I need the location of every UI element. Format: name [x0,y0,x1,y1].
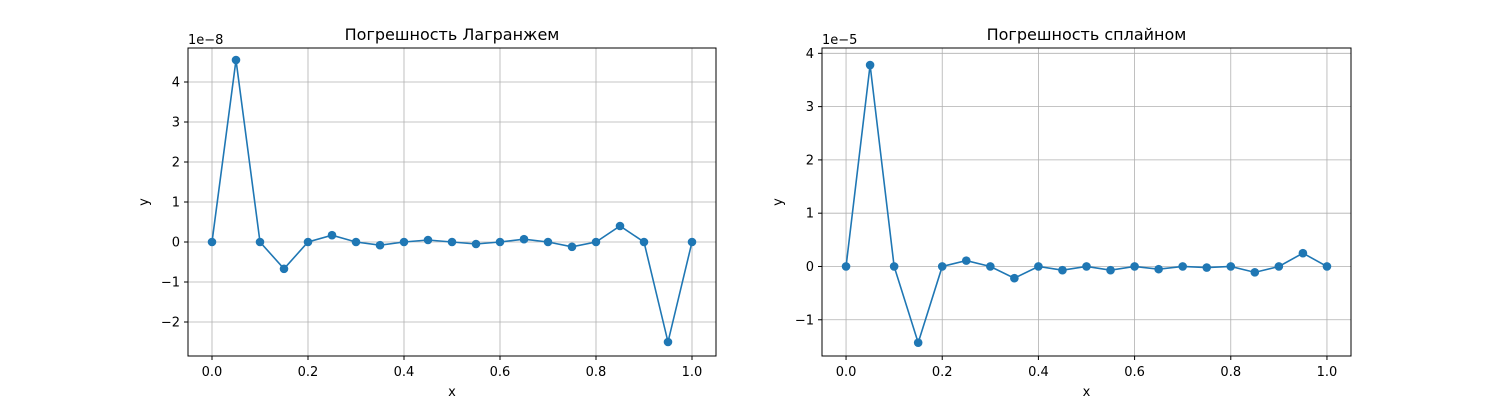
chart-title: Погрешность Лагранжем [345,25,560,44]
x-tick-label: 0.6 [490,365,511,380]
data-point [1178,262,1187,271]
data-point [1082,262,1091,271]
x-tick-label: 0.8 [586,365,607,380]
y-tick-label: −2 [161,316,180,331]
x-tick-label: 0.2 [298,365,319,380]
data-point [399,237,409,247]
data-point [615,221,625,231]
y-offset-label: 1e−8 [188,33,223,48]
y-tick-label: −1 [161,276,180,291]
data-point [255,237,265,247]
data-point [351,237,361,247]
chart-1: 0.0 0.2 0.4 0.6 0.8 1.0 −2 −1 0 1 2 3 4 Погрешность Л… [137,25,717,400]
data-point [663,337,673,347]
data-point [423,235,433,245]
data-point [1322,262,1332,271]
y-tick-label: 3 [806,100,814,115]
x-tick-label: 1.0 [682,365,703,380]
y-tick-label: 2 [172,156,180,171]
x-tick-label: 0.4 [1028,365,1049,380]
y-tick-label: 2 [806,153,814,168]
data-point [1226,262,1236,271]
data-point [986,262,995,271]
x-tick-label: 0.6 [1124,365,1145,380]
data-point [1130,262,1139,271]
data-point [1034,262,1043,271]
data-point [519,234,529,244]
data-point [207,237,217,247]
x-axis-label: x [1083,385,1091,400]
x-tick-label: 0.0 [202,365,223,380]
data-point [865,60,875,70]
data-point [1298,248,1308,258]
x-axis-label: x [448,385,456,400]
data-point [937,262,947,271]
data-point [279,264,289,274]
y-tick-label: 4 [806,47,814,62]
y-axis-label: y [771,198,786,206]
x-tick-label: 0.8 [1220,365,1241,380]
data-point [889,262,899,271]
data-point [327,230,337,240]
x-tick-label: 0.4 [394,365,415,380]
data-point [471,239,481,249]
data-point [1202,263,1212,272]
y-tick-label: 0 [806,260,814,275]
data-point [495,237,505,247]
chart-2: 0.0 0.2 0.4 0.6 0.8 1.0 −1 0 1 2 3 4 Погрешность спл… [771,25,1352,400]
data-point [687,237,697,247]
y-tick-label: 3 [172,116,180,131]
data-point [1106,265,1115,275]
data-point [303,237,313,247]
x-tick-label: 0.2 [932,365,953,380]
data-point [231,55,241,65]
data-point [639,237,649,247]
y-offset-label: 1e−5 [822,33,857,48]
data-point [913,338,923,347]
x-tick-label: 1.0 [1317,365,1338,380]
data-point [841,262,851,271]
series-line [211,59,693,343]
data-point [1250,268,1260,277]
y-tick-label: 0 [172,236,180,251]
data-point [1274,262,1284,271]
axes-frame [821,47,1352,357]
data-point [447,237,457,247]
data-point [567,242,577,252]
data-point [591,237,601,247]
y-tick-label: −1 [795,313,814,328]
y-tick-label: 1 [806,207,814,222]
y-axis-label: y [137,198,152,206]
data-point [1154,264,1163,274]
x-tick-label: 0.0 [836,365,857,380]
data-point [1010,273,1019,283]
data-point [961,256,971,265]
data-point [375,240,385,250]
data-point [543,237,553,247]
y-tick-label: 4 [172,76,180,91]
data-point [1058,265,1067,275]
y-tick-label: 1 [172,196,180,211]
chart-title: Погрешность сплайном [987,25,1187,44]
